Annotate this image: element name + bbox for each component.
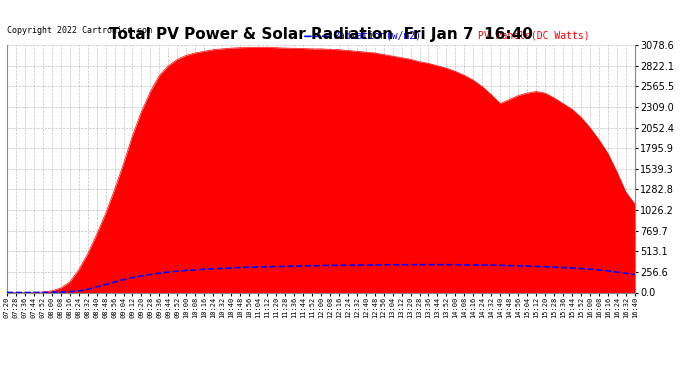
Text: PV Panels(DC Watts): PV Panels(DC Watts) [478,30,589,40]
Text: Radiation(w/m2): Radiation(w/m2) [333,30,422,40]
Text: Copyright 2022 Cartronics.com: Copyright 2022 Cartronics.com [7,26,152,35]
Title: Total PV Power & Solar Radiation  Fri Jan 7  16:40: Total PV Power & Solar Radiation Fri Jan… [109,27,533,42]
